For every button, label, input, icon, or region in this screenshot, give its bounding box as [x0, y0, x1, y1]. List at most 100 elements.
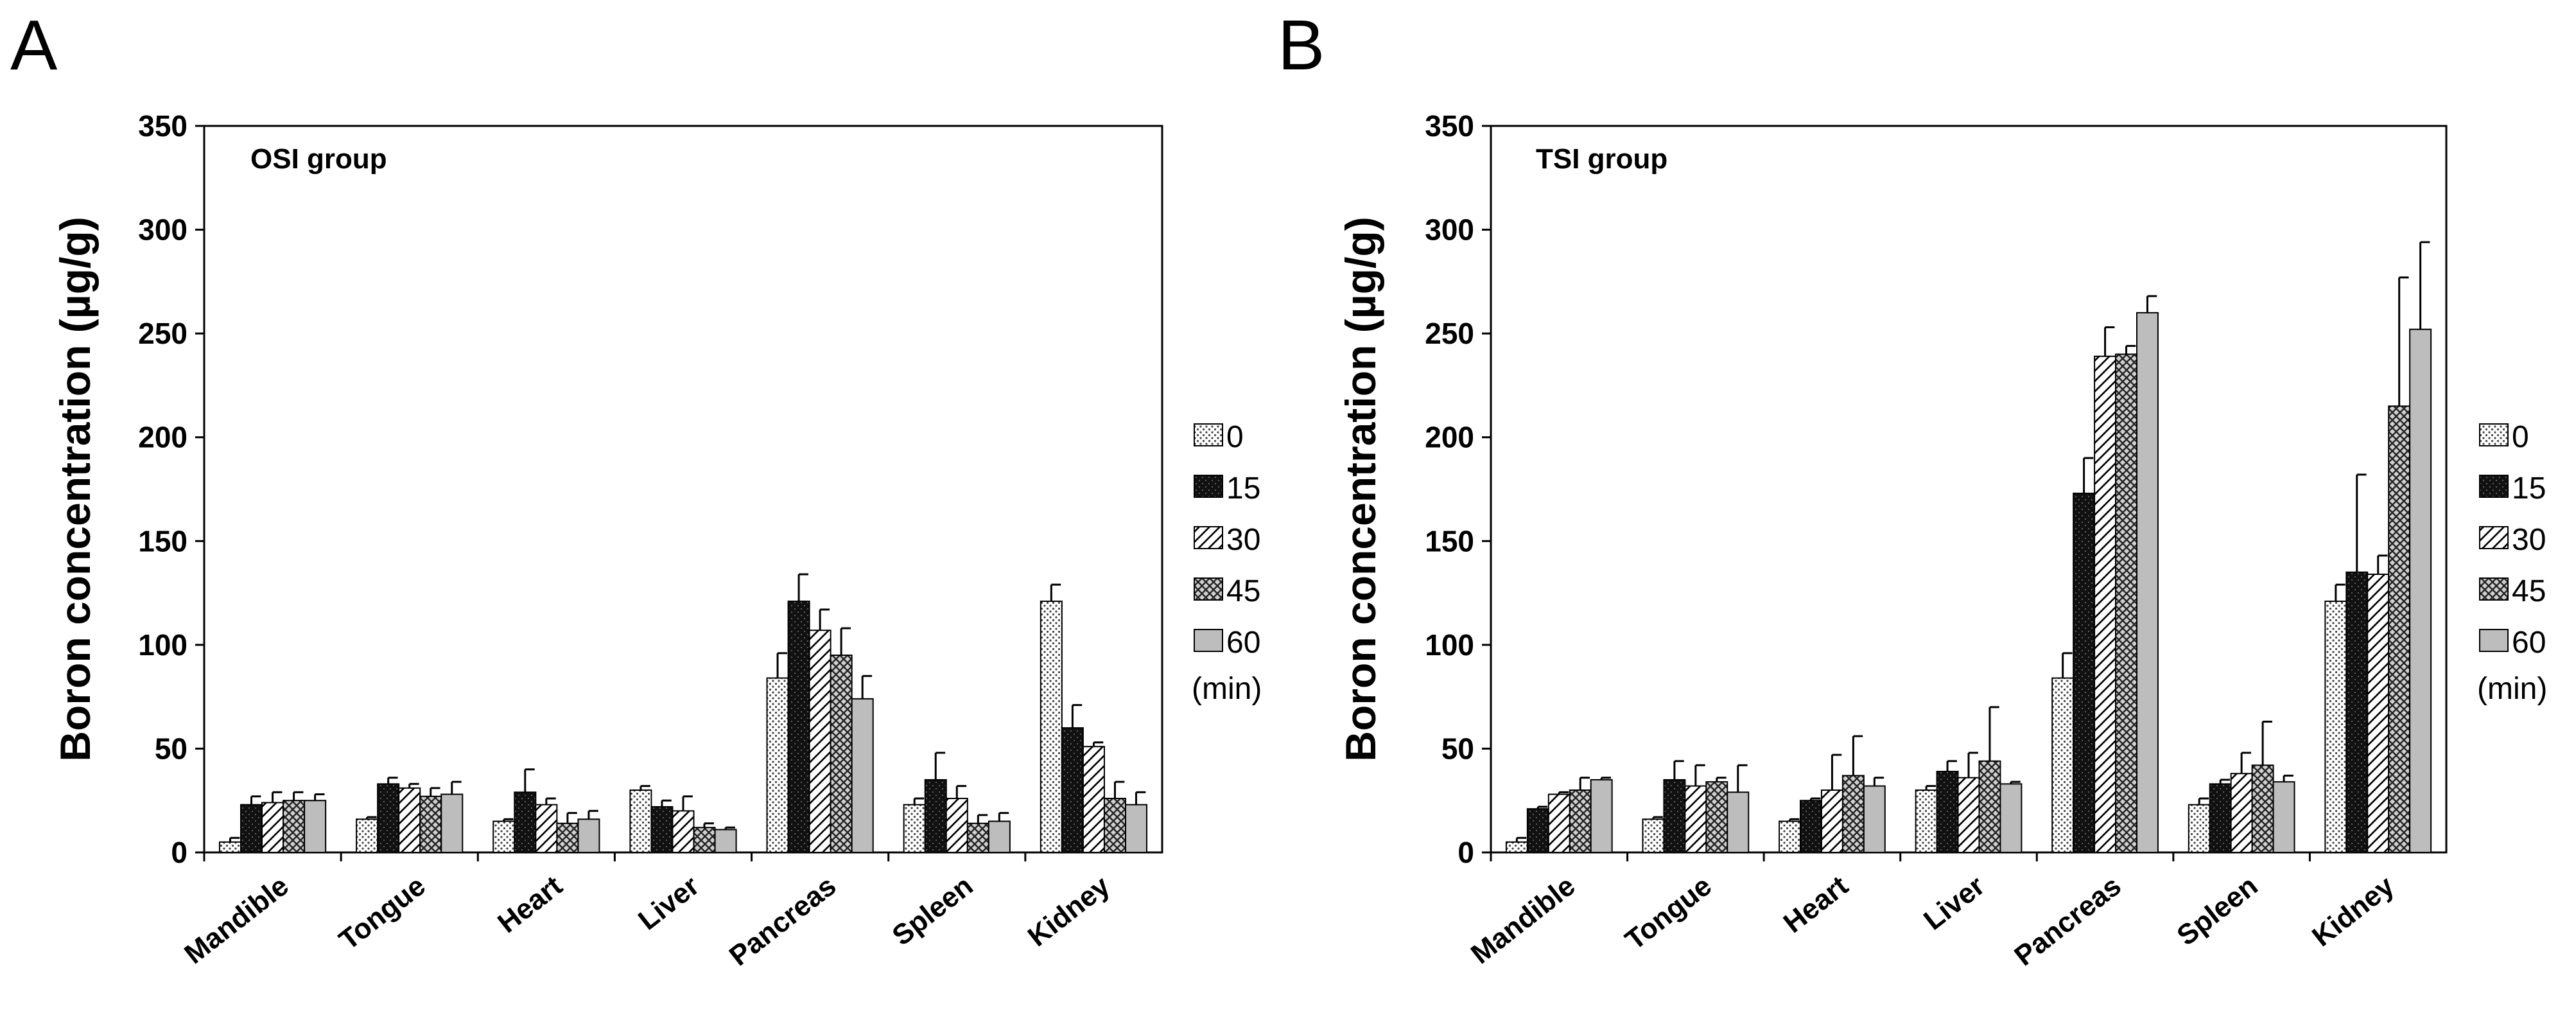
bar-45-heart — [556, 822, 579, 854]
bar-0-liver — [1915, 789, 1938, 853]
bar-45-kidney — [2388, 405, 2411, 853]
bar-15-kidney — [1061, 727, 1084, 853]
bar-0-kidney — [2324, 600, 2347, 853]
bar-30-spleen — [945, 797, 968, 854]
x-tick-label-heart: Heart — [1778, 870, 1854, 939]
bar-30-tongue — [398, 787, 421, 853]
y-tick-label: 50 — [1441, 732, 1474, 765]
plot-frame — [1490, 125, 2448, 854]
y-tick-label: 150 — [1425, 524, 1474, 558]
legend-swatch-45 — [2479, 577, 2509, 601]
legend-label-60: 60 — [2512, 626, 2546, 660]
legend-swatch-30 — [1194, 526, 1223, 549]
legend-label-30: 30 — [2512, 523, 2546, 557]
bar-45-tongue — [1705, 781, 1728, 854]
x-tick-label-pancreas: Pancreas — [2008, 870, 2127, 972]
legend-label-60: 60 — [1226, 626, 1260, 660]
bar-60-kidney — [1124, 804, 1148, 853]
y-tick-label: 100 — [1425, 628, 1474, 662]
bar-15-mandible — [1526, 808, 1549, 854]
bar-30-tongue — [1684, 785, 1707, 853]
bar-60-liver — [1999, 783, 2023, 854]
x-tick-label-kidney: Kidney — [2306, 870, 2400, 953]
legend-swatch-15 — [1194, 475, 1223, 498]
group-title: OSI group — [250, 143, 387, 175]
y-tick-label: 300 — [138, 213, 187, 247]
bar-0-mandible — [218, 841, 242, 854]
bar-30-pancreas — [2094, 355, 2117, 853]
bar-30-liver — [672, 810, 695, 854]
bar-30-heart — [1820, 789, 1843, 853]
bar-60-spleen — [988, 820, 1011, 853]
panel-letter-b: B — [1278, 6, 1325, 85]
y-axis-label: Boron concentration (µg/g) — [1337, 216, 1384, 761]
bar-0-pancreas — [766, 677, 789, 854]
bar-45-mandible — [283, 800, 306, 853]
bar-15-liver — [650, 806, 674, 853]
y-tick-label: 50 — [155, 732, 187, 765]
x-tick-label-heart: Heart — [492, 870, 568, 939]
legend-swatch-0 — [2479, 423, 2509, 446]
bar-0-mandible — [1505, 841, 1528, 854]
y-tick-label: 150 — [138, 524, 187, 558]
bar-0-pancreas — [2051, 677, 2075, 854]
bar-30-liver — [1957, 777, 1980, 854]
bar-45-pancreas — [830, 655, 853, 853]
legend-label-15: 15 — [1226, 471, 1260, 506]
x-tick-label-spleen: Spleen — [887, 870, 979, 951]
bar-0-spleen — [2188, 804, 2211, 853]
y-tick-label: 200 — [1425, 421, 1474, 454]
bar-30-heart — [535, 804, 558, 853]
bar-60-pancreas — [2136, 312, 2159, 854]
bar-45-heart — [1841, 775, 1865, 853]
bar-60-mandible — [1590, 779, 1613, 854]
bar-30-spleen — [2230, 773, 2253, 853]
y-tick-label: 100 — [138, 628, 187, 662]
legend-swatch-15 — [2479, 475, 2509, 498]
x-tick-label-liver: Liver — [632, 870, 705, 936]
bar-60-mandible — [304, 800, 327, 853]
legend-unit: (min) — [1192, 672, 1262, 706]
legend-label-30: 30 — [1226, 523, 1260, 557]
legend-label-0: 0 — [2512, 420, 2529, 454]
bar-30-kidney — [2367, 573, 2390, 853]
y-tick-label: 200 — [138, 421, 187, 454]
bar-15-pancreas — [787, 600, 810, 853]
x-tick-label-pancreas: Pancreas — [724, 870, 842, 972]
bar-30-kidney — [1082, 746, 1105, 853]
bar-15-liver — [1936, 770, 1959, 853]
bar-45-mandible — [1569, 789, 1592, 853]
bar-15-kidney — [2345, 571, 2369, 853]
bar-60-tongue — [1727, 791, 1750, 853]
bar-45-liver — [693, 827, 716, 854]
x-tick-label-mandible: Mandible — [1465, 870, 1581, 970]
y-tick-label: 0 — [1458, 836, 1474, 869]
bar-30-mandible — [261, 802, 284, 853]
bar-15-heart — [1800, 800, 1822, 853]
bar-0-kidney — [1040, 600, 1063, 853]
legend-swatch-60 — [2479, 629, 2509, 652]
legend-swatch-30 — [2479, 526, 2509, 549]
x-tick-label-tongue: Tongue — [1619, 870, 1718, 956]
bar-60-tongue — [440, 793, 464, 854]
legend-swatch-60 — [1194, 629, 1223, 652]
bar-0-tongue — [356, 818, 379, 853]
y-tick-label: 300 — [1425, 213, 1474, 247]
bar-60-liver — [714, 829, 737, 854]
bar-0-heart — [492, 820, 516, 853]
bar-0-heart — [1779, 820, 1802, 853]
bar-45-pancreas — [2115, 353, 2137, 853]
bar-45-tongue — [419, 795, 442, 854]
bar-60-heart — [577, 818, 600, 853]
bar-45-spleen — [966, 822, 989, 854]
bar-60-heart — [1863, 785, 1886, 853]
bar-15-heart — [514, 791, 537, 853]
x-tick-label-kidney: Kidney — [1022, 870, 1116, 953]
legend-label-15: 15 — [2512, 471, 2546, 506]
bar-15-tongue — [1663, 779, 1686, 854]
y-axis-label: Boron concentration (µg/g) — [51, 216, 99, 761]
y-tick-label: 350 — [1425, 109, 1474, 143]
